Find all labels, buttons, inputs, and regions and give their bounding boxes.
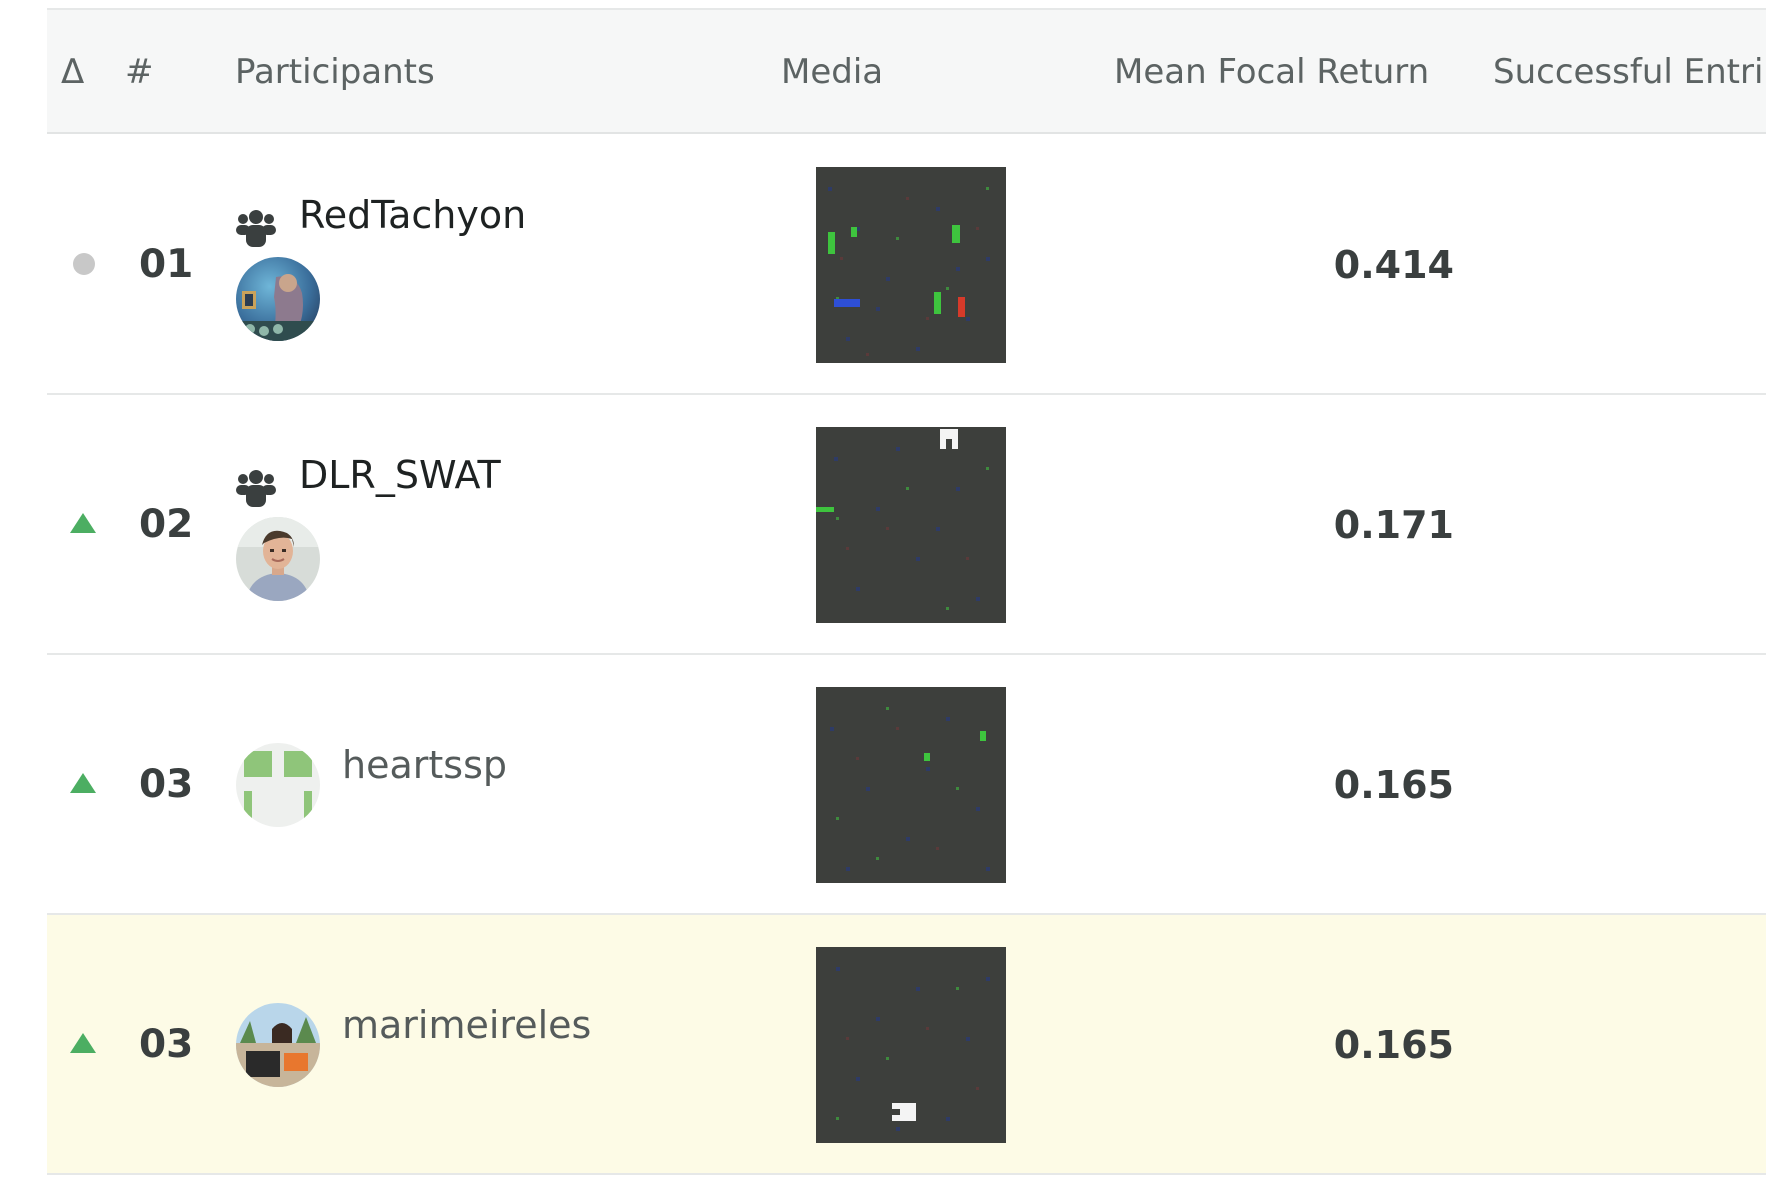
triangle-up-icon <box>70 1033 96 1053</box>
triangle-up-icon <box>70 773 96 793</box>
dot-icon <box>73 253 95 275</box>
media-image <box>816 687 1006 883</box>
participant-name[interactable]: heartssp <box>342 743 507 787</box>
mean-focal-return: 0.165 <box>1333 763 1454 807</box>
participant-name[interactable]: RedTachyon <box>299 193 527 237</box>
table-header: Δ # Participants Media Mean Focal Return… <box>47 10 1766 134</box>
table-row[interactable]: 02 DLR_SWAT <box>47 395 1766 655</box>
avatar[interactable] <box>236 257 320 341</box>
avatar[interactable] <box>236 743 320 827</box>
rank: 02 <box>139 502 194 547</box>
mean-focal-return: 0.171 <box>1333 503 1454 547</box>
team-icon <box>236 210 276 247</box>
avatar-image <box>236 743 320 827</box>
delta-indicator <box>69 915 99 1175</box>
participant-name[interactable]: DLR_SWAT <box>299 453 501 497</box>
successful-entries-column-header[interactable]: Successful Entri <box>1493 52 1764 92</box>
delta-column-header[interactable]: Δ <box>61 52 85 92</box>
participants-column-header[interactable]: Participants <box>235 52 435 92</box>
mean-focal-return: 0.165 <box>1333 1023 1454 1067</box>
media-image <box>816 947 1006 1143</box>
rank: 01 <box>139 242 194 287</box>
media-thumbnail[interactable] <box>816 167 1006 363</box>
rank: 03 <box>139 1022 194 1067</box>
score-column-header[interactable]: Mean Focal Return <box>1114 52 1430 92</box>
table-row[interactable]: 03 heartssp <box>47 655 1766 915</box>
avatar[interactable] <box>236 517 320 601</box>
rank: 03 <box>139 762 194 807</box>
avatar-image <box>236 257 320 341</box>
media-thumbnail[interactable] <box>816 947 1006 1143</box>
team-icon <box>236 470 276 507</box>
rank-column-header[interactable]: # <box>125 52 154 92</box>
delta-indicator <box>69 135 99 395</box>
delta-indicator <box>69 395 99 655</box>
participant-name[interactable]: marimeireles <box>342 1003 592 1047</box>
avatar[interactable] <box>236 1003 320 1087</box>
top-divider <box>47 8 1766 10</box>
table-row[interactable]: 03 marimeireles <box>47 915 1766 1175</box>
media-thumbnail[interactable] <box>816 427 1006 623</box>
delta-indicator <box>69 655 99 915</box>
triangle-up-icon <box>70 513 96 533</box>
table-row[interactable]: 01 RedTachyon <box>47 135 1766 395</box>
media-column-header[interactable]: Media <box>781 52 884 92</box>
mean-focal-return: 0.414 <box>1333 243 1454 287</box>
media-image <box>816 427 1006 623</box>
avatar-image <box>236 1003 320 1087</box>
media-thumbnail[interactable] <box>816 687 1006 883</box>
avatar-image <box>236 517 320 601</box>
media-image <box>816 167 1006 363</box>
